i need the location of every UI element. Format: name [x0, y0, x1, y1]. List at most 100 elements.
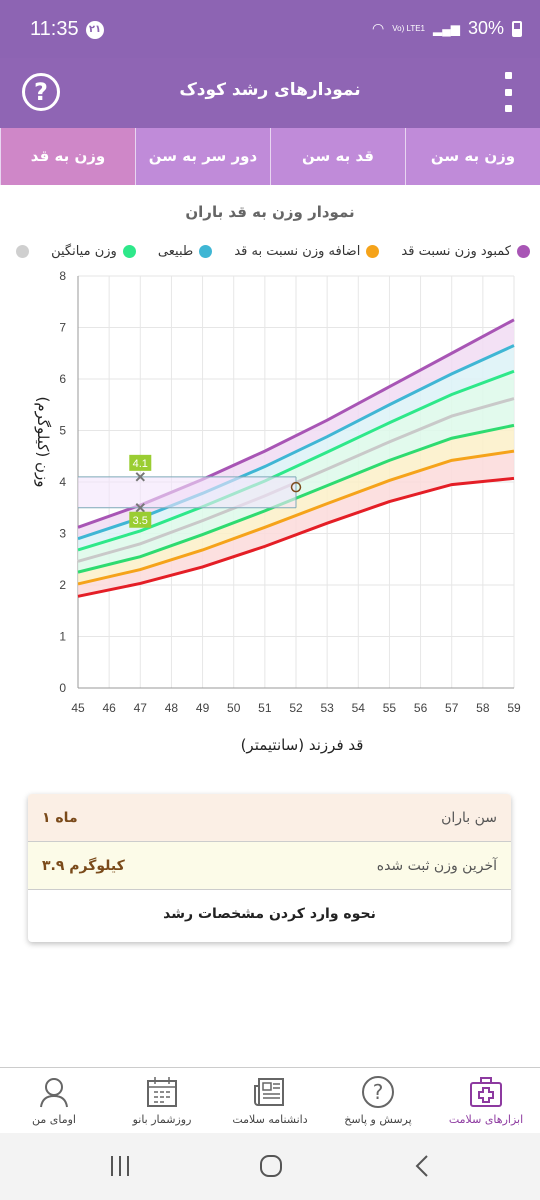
signal-icon: ▂▄▆ — [433, 21, 460, 36]
home-icon[interactable] — [256, 1151, 286, 1181]
x-tick-label: 52 — [289, 701, 303, 715]
chart-band — [78, 319, 514, 539]
nav-label: پرسش و پاسخ — [344, 1113, 412, 1126]
nav-profile[interactable]: اومای من — [4, 1068, 104, 1133]
newspaper-icon — [254, 1078, 284, 1106]
legend-item-average: وزن میانگین — [51, 244, 136, 259]
x-tick-label: 57 — [445, 701, 459, 715]
data-point-marker — [135, 503, 145, 513]
x-tick-label: 55 — [383, 701, 397, 715]
nav-label: ابزارهای سلامت — [448, 1113, 524, 1126]
x-tick-label: 49 — [196, 701, 210, 715]
y-tick-label: 2 — [59, 578, 66, 592]
x-tick-label: 47 — [134, 701, 148, 715]
more-vertical-icon[interactable] — [500, 72, 516, 112]
tab-weight-for-age[interactable]: وزن به سن — [405, 128, 540, 185]
weight-label: آخرین وزن ثبت شده — [376, 857, 497, 874]
legend-label: اضافه وزن نسبت به قد — [234, 244, 361, 259]
x-tick-label: 59 — [507, 701, 521, 715]
app-bar: ? نمودارهای رشد کودک — [0, 58, 540, 128]
highlight-range — [78, 476, 296, 508]
legend-label: کمبود وزن نسبت قد — [401, 244, 511, 259]
y-tick-label: 5 — [59, 424, 66, 438]
nav-health-tools[interactable]: ابزارهای سلامت — [436, 1068, 536, 1133]
medical-kit-icon — [470, 1077, 502, 1107]
wifi-icon: ◠ — [372, 20, 385, 36]
legend-dot-icon — [122, 245, 136, 258]
tab-height-for-age[interactable]: قد به سن — [270, 128, 405, 185]
legend-item-extra — [10, 244, 29, 259]
legend-item-overweight: اضافه وزن نسبت به قد — [234, 244, 380, 259]
data-label: 3.5 — [133, 515, 148, 527]
age-row: سن باران ۱ ماه — [28, 794, 511, 842]
nav-label: دانشنامه سلامت — [232, 1113, 308, 1126]
nav-questions[interactable]: ? پرسش و پاسخ — [328, 1068, 428, 1133]
x-tick-label: 54 — [352, 701, 366, 715]
status-indicators: ◠ Vo) LTE1 ▂▄▆ 30% — [372, 18, 522, 39]
data-label-box — [129, 454, 152, 471]
x-tick-label: 50 — [227, 701, 241, 715]
legend-dot-icon — [16, 245, 29, 258]
bottom-navigation: ابزارهای سلامت ? پرسش و پاسخ دانشنامه سل… — [0, 1067, 540, 1133]
current-point-marker — [290, 481, 302, 493]
series-line — [77, 449, 515, 586]
status-bar: 11:35 ۲۱ ◠ Vo) LTE1 ▂▄▆ 30% — [0, 0, 540, 58]
nav-label: اومای من — [32, 1113, 76, 1126]
notification-badge: ۲۱ — [86, 21, 104, 39]
y-tick-label: 1 — [59, 630, 66, 644]
legend-dot-icon — [366, 245, 380, 258]
battery-percent: 30% — [467, 18, 504, 38]
x-tick-label: 48 — [165, 701, 179, 715]
age-label: سن باران — [441, 809, 497, 826]
growth-chart: 45 46 47 48 49 50 51 52 53 54 55 56 57 58 590123456784… — [34, 269, 521, 754]
y-tick-label: 4 — [59, 475, 66, 489]
weight-value: ۳.۹ کیلوگرم — [42, 857, 125, 874]
chart-band — [78, 451, 514, 597]
y-axis-label: وزن (کیلوگرم) — [34, 396, 52, 487]
series-line — [77, 476, 515, 598]
x-axis-label: قد فرزند (سانتیمتر) — [241, 736, 364, 754]
x-tick-label: 51 — [258, 701, 272, 715]
weight-row: آخرین وزن ثبت شده ۳.۹ کیلوگرم — [28, 842, 511, 890]
back-icon[interactable] — [408, 1151, 438, 1181]
growth-info-card: سن باران ۱ ماه آخرین وزن ثبت شده ۳.۹ کیل… — [28, 794, 511, 942]
status-time: 11:35 — [30, 18, 79, 40]
y-tick-label: 7 — [59, 321, 66, 335]
chart-title: نمودار وزن به قد باران — [185, 203, 355, 221]
x-tick-label: 58 — [476, 701, 490, 715]
nav-calendar[interactable]: روزشمار بانو — [112, 1068, 212, 1133]
battery-icon — [512, 20, 522, 37]
tab-weight-for-height[interactable]: وزن به قد — [0, 128, 135, 185]
legend-item-normal: طبیعی — [157, 244, 213, 259]
question-circle-icon: ? — [362, 1076, 394, 1108]
y-tick-label: 8 — [59, 269, 66, 283]
user-profile-icon — [40, 1078, 68, 1108]
nav-label: روزشمار بانو — [132, 1113, 192, 1126]
x-tick-label: 46 — [102, 701, 116, 715]
svg-text:?: ? — [373, 1080, 384, 1104]
x-tick-label: 56 — [414, 701, 428, 715]
help-icon[interactable]: ? — [22, 73, 60, 111]
page-title: نمودارهای رشد کودک — [179, 80, 361, 100]
data-label-box — [129, 511, 152, 528]
legend-item-underweight: کمبود وزن نسبت قد — [401, 244, 530, 259]
data-point-marker — [135, 472, 145, 482]
chart-legend: کمبود وزن نسبت قد اضافه وزن نسبت به قد ط… — [10, 244, 530, 259]
nav-encyclopedia[interactable]: دانشنامه سلامت — [220, 1068, 320, 1133]
legend-label: وزن میانگین — [51, 244, 117, 259]
tab-head-circumference-for-age[interactable]: دور سر به سن — [135, 128, 270, 185]
legend-dot-icon — [199, 245, 213, 258]
system-navigation-bar — [0, 1133, 540, 1200]
how-to-enter-growth-link[interactable]: نحوه وارد کردن مشخصات رشد — [163, 906, 376, 922]
legend-label: طبیعی — [157, 244, 194, 259]
chart-tabs: وزن به سن قد به سن دور سر به سن وزن به ق… — [0, 128, 540, 185]
data-label: 4.1 — [133, 458, 148, 470]
age-value: ۱ ماه — [42, 809, 78, 826]
network-label: Vo) LTE1 — [392, 24, 425, 33]
x-tick-label: 53 — [320, 701, 334, 715]
y-tick-label: 3 — [59, 527, 66, 541]
legend-dot-icon — [517, 245, 530, 258]
recent-apps-icon[interactable] — [105, 1151, 135, 1181]
x-tick-label: 45 — [71, 701, 85, 715]
y-tick-label: 6 — [59, 372, 66, 386]
